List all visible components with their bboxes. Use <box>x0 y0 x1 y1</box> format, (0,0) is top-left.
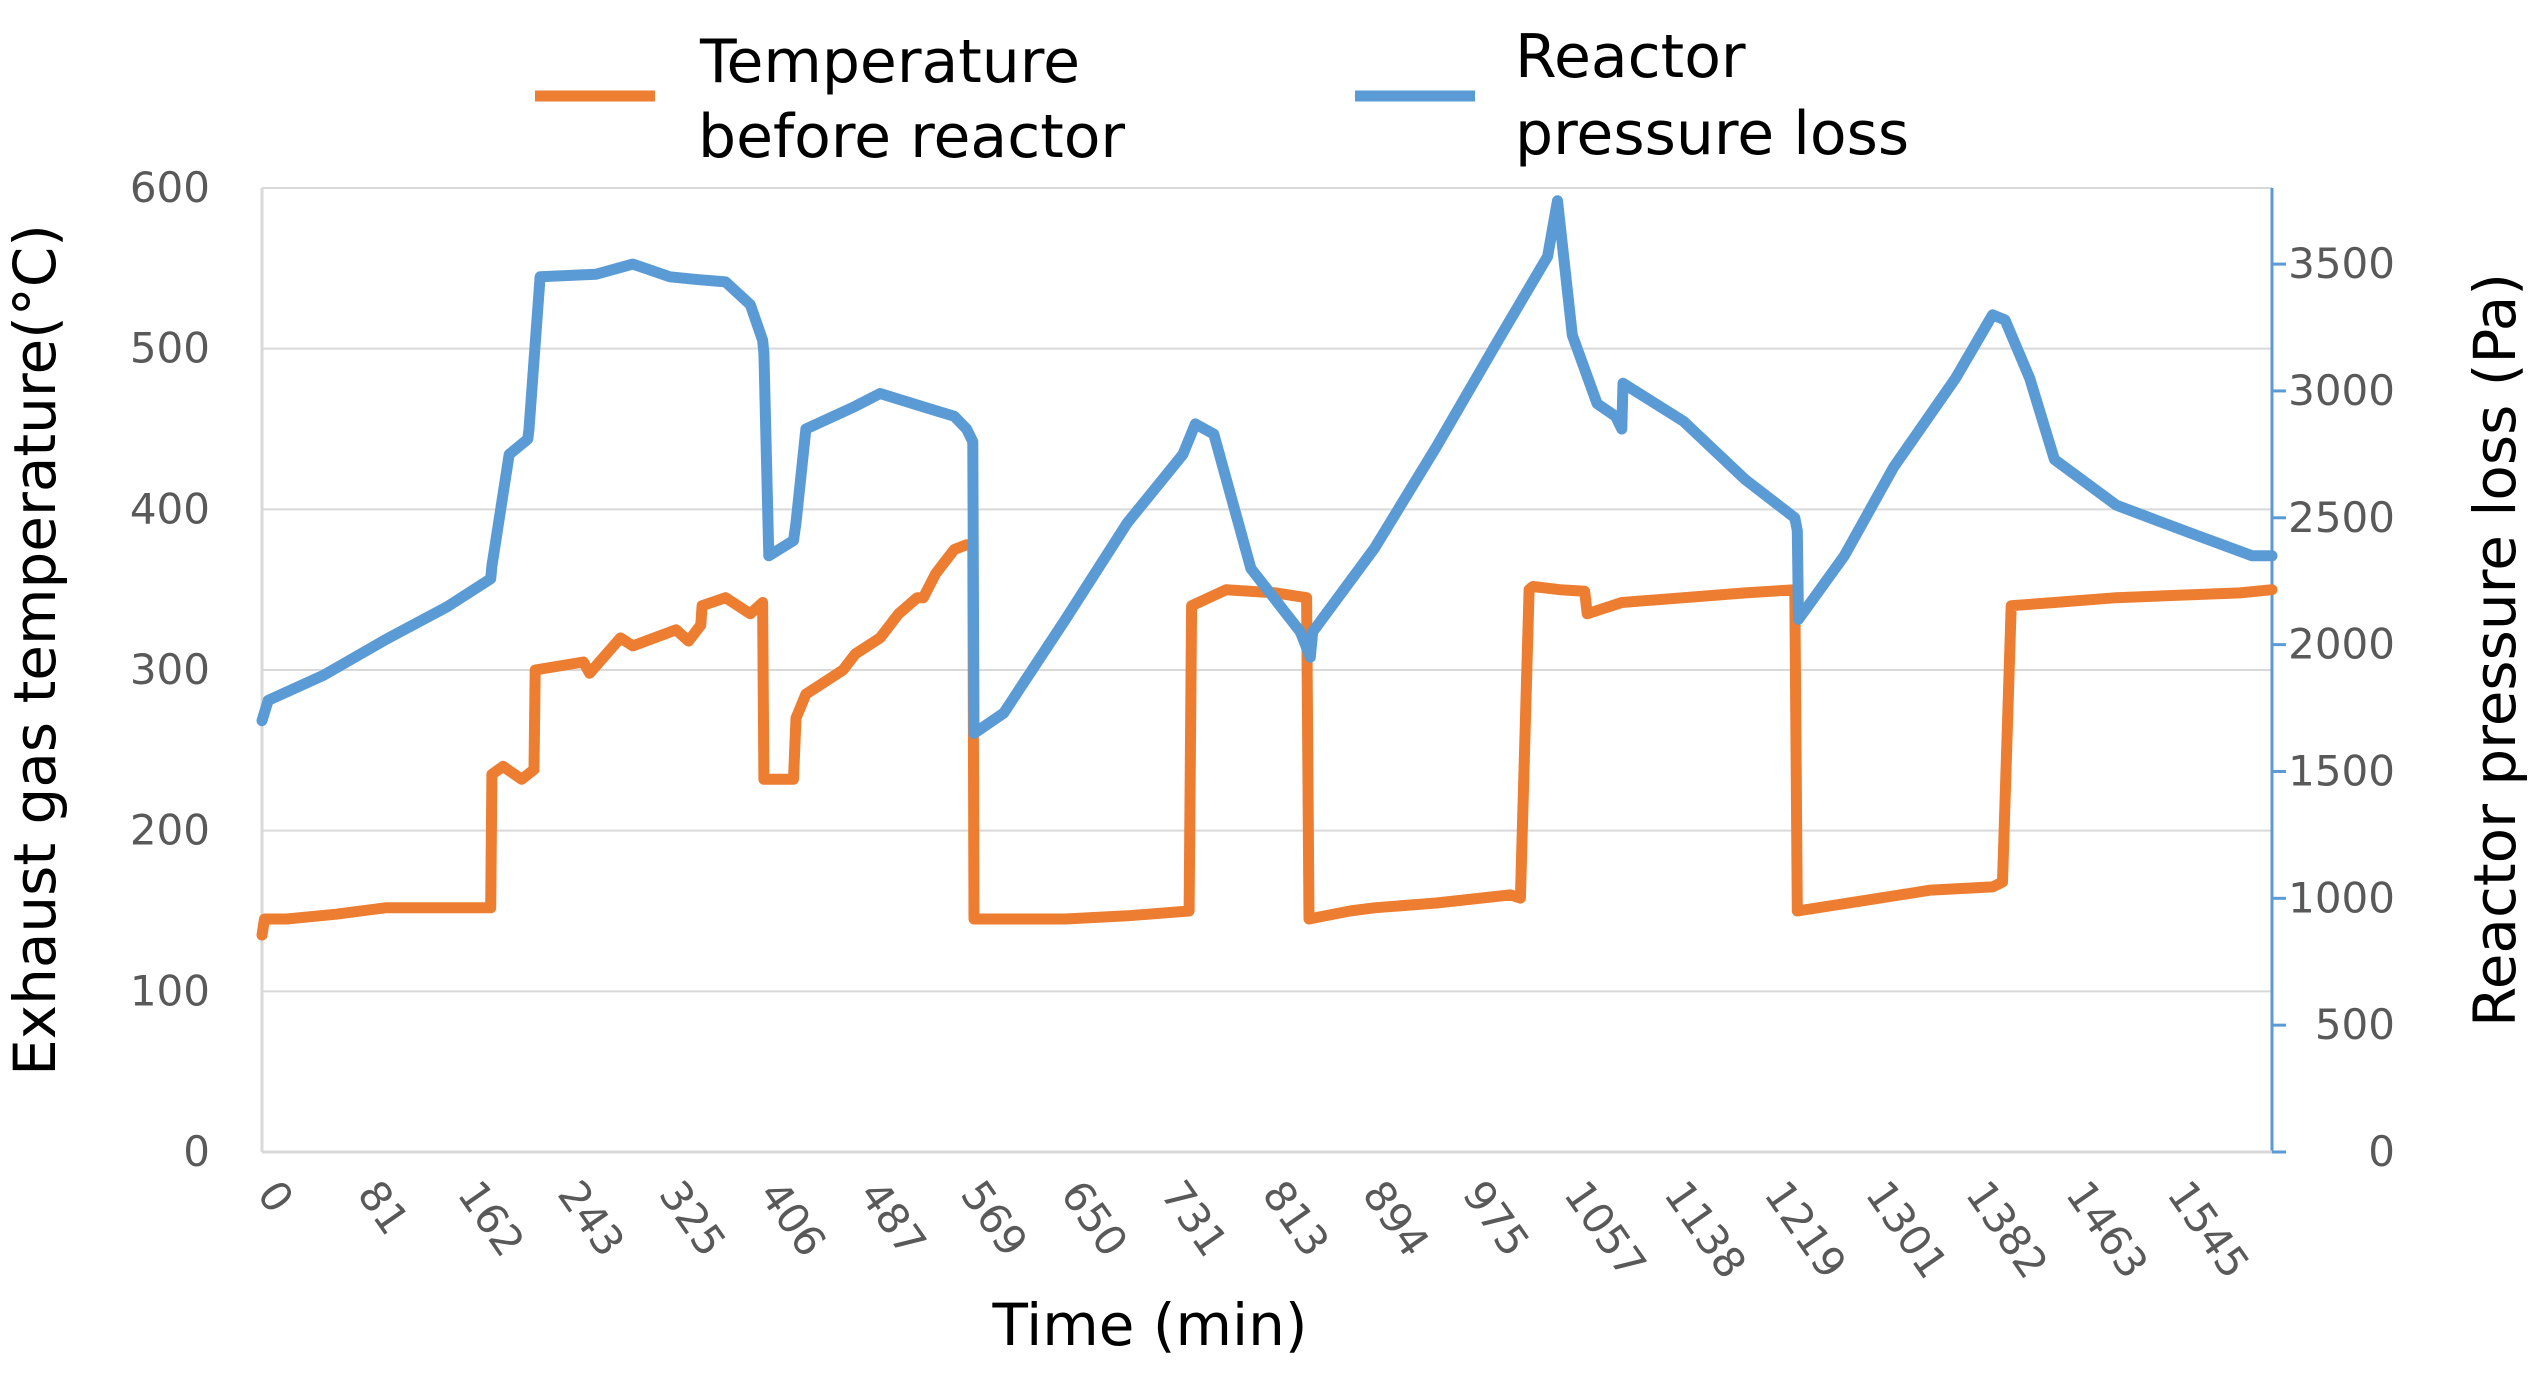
x-tick-label-650: 650 <box>1051 1172 1137 1266</box>
left-tick-label-300: 300 <box>130 645 210 694</box>
legend-label-temperature-line2: before reactor <box>698 102 1125 172</box>
x-axis-title: Time (min) <box>991 1291 1307 1359</box>
right-axis-title: Reactor pressure loss (Pa) <box>2461 273 2529 1027</box>
legend: Temperature before reactor Reactor press… <box>535 22 1909 172</box>
x-tick-label-1057: 1057 <box>1554 1172 1655 1288</box>
right-tick-label-2500: 2500 <box>2288 493 2395 542</box>
x-tick-label-731: 731 <box>1151 1172 1237 1266</box>
x-axis-ticks: 0 81 162 243 325 406 487 569 650 731 813 894 975 1057… <box>248 1172 2259 1288</box>
left-tick-label-200: 200 <box>130 806 210 855</box>
x-tick-label-81: 81 <box>348 1172 419 1244</box>
x-tick-label-569: 569 <box>951 1172 1037 1266</box>
right-tick-label-2000: 2000 <box>2288 620 2395 669</box>
right-tick-label-0: 0 <box>2368 1127 2395 1176</box>
x-tick-label-487: 487 <box>850 1172 936 1266</box>
left-tick-label-100: 100 <box>130 966 210 1015</box>
x-tick-label-975: 975 <box>1453 1172 1539 1266</box>
x-tick-label-1382: 1382 <box>1956 1172 2057 1288</box>
x-tick-label-1301: 1301 <box>1856 1172 1957 1288</box>
x-tick-label-813: 813 <box>1253 1172 1339 1266</box>
x-tick-label-325: 325 <box>650 1172 736 1266</box>
legend-label-temperature-line1: Temperature <box>699 27 1080 97</box>
left-tick-label-400: 400 <box>130 484 210 533</box>
series-line-temperature <box>256 539 2278 941</box>
x-tick-label-0: 0 <box>248 1172 303 1222</box>
legend-label-pressure-line1: Reactor <box>1515 22 1746 92</box>
x-tick-label-894: 894 <box>1353 1172 1439 1266</box>
legend-label-pressure-line2: pressure loss <box>1515 99 1909 169</box>
x-tick-label-406: 406 <box>750 1172 836 1266</box>
axes <box>260 188 2274 1154</box>
left-tick-label-500: 500 <box>130 324 210 373</box>
x-tick-label-1463: 1463 <box>2056 1172 2157 1288</box>
left-tick-label-0: 0 <box>183 1127 210 1176</box>
left-axis-ticks: 0 100 200 300 400 500 600 <box>130 163 210 1176</box>
right-tick-label-3000: 3000 <box>2288 366 2395 415</box>
left-axis-title: Exhaust gas temperature(°C) <box>1 224 69 1076</box>
right-axis-ticks: 0 500 1000 1500 2000 2500 3000 3500 <box>2272 239 2395 1176</box>
left-tick-label-600: 600 <box>130 163 210 212</box>
x-tick-label-1219: 1219 <box>1755 1172 1856 1288</box>
right-tick-label-1500: 1500 <box>2288 746 2395 795</box>
right-tick-label-3500: 3500 <box>2288 239 2395 288</box>
right-tick-label-500: 500 <box>2315 1000 2395 1049</box>
right-tick-label-1000: 1000 <box>2288 873 2395 922</box>
x-tick-label-1138: 1138 <box>1655 1172 1756 1288</box>
series-line-pressure <box>256 195 2278 739</box>
x-tick-label-243: 243 <box>548 1172 634 1266</box>
series-lines <box>256 195 2278 941</box>
x-tick-label-162: 162 <box>448 1172 534 1266</box>
x-tick-label-1545: 1545 <box>2158 1172 2259 1288</box>
